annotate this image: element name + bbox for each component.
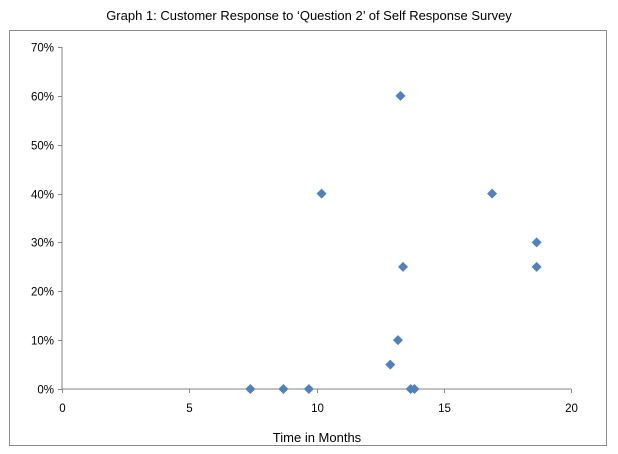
data-point	[398, 261, 409, 272]
x-tick-label: 15	[438, 403, 451, 415]
y-tick-label: 40%	[31, 190, 54, 202]
data-point	[303, 384, 314, 394]
data-point	[395, 90, 406, 101]
y-tick-label: 0%	[37, 385, 54, 397]
x-tick-label: 0	[59, 403, 65, 415]
y-tick-label: 50%	[31, 141, 54, 153]
x-tick-label: 10	[311, 403, 324, 415]
data-point	[385, 359, 396, 370]
x-axis-label: Time in Months	[273, 430, 362, 445]
data-point	[316, 188, 327, 199]
data-point	[278, 384, 289, 394]
data-point	[531, 261, 542, 272]
y-tick-label: 70%	[31, 43, 54, 55]
data-point	[487, 188, 498, 199]
x-tick-label: 20	[565, 403, 578, 415]
y-tick-label: 30%	[31, 238, 54, 250]
data-point	[409, 384, 420, 394]
chart-frame	[9, 30, 607, 446]
y-tick-label: 60%	[31, 92, 54, 104]
y-tick-label: 10%	[31, 336, 54, 348]
data-point	[392, 335, 403, 346]
chart-title: Graph 1: Customer Response to ‘Question …	[106, 8, 512, 23]
x-tick-label: 5	[186, 403, 192, 415]
data-point	[531, 237, 542, 248]
y-tick-label: 20%	[31, 287, 54, 299]
data-point	[245, 384, 256, 394]
